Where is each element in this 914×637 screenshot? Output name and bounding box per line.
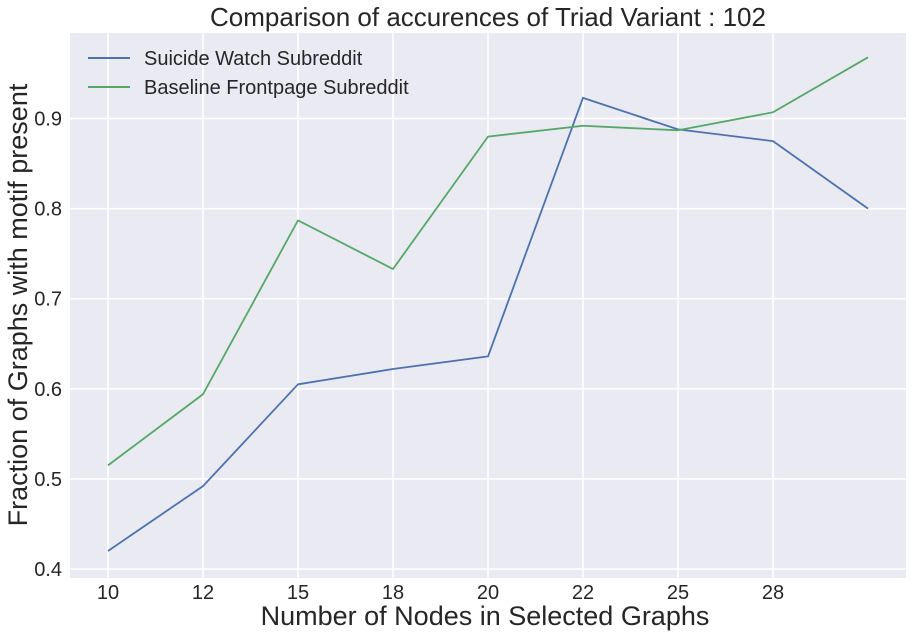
y-tick-label: 0.7 [34, 289, 62, 311]
y-tick-label: 0.9 [34, 109, 62, 131]
y-tick-label: 0.5 [34, 469, 62, 491]
y-tick-label: 0.4 [34, 559, 62, 581]
x-tick-label: 20 [477, 582, 499, 604]
legend-label-suicide-watch: Suicide Watch Subreddit [144, 48, 363, 70]
x-tick-label: 22 [572, 582, 594, 604]
series-line-1 [107, 56, 869, 467]
y-axis-title: Fraction of Graphs with motif present [3, 83, 33, 526]
y-axis-ticks: 0.4 0.5 0.6 0.7 0.8 0.9 [34, 109, 62, 581]
x-axis-ticks: 10 12 15 18 20 22 25 28 [97, 582, 784, 604]
x-tick-label: 28 [762, 582, 784, 604]
series-line-0 [107, 96, 869, 552]
x-tick-label: 18 [382, 582, 404, 604]
x-tick-label: 25 [667, 582, 689, 604]
x-tick-label: 12 [192, 582, 214, 604]
y-tick-label: 0.6 [34, 379, 62, 401]
series-lines [107, 56, 869, 552]
y-tick-label: 0.8 [34, 199, 62, 221]
chart-title: Comparison of accurences of Triad Varian… [210, 2, 766, 32]
x-tick-label: 10 [97, 582, 119, 604]
x-axis-title: Number of Nodes in Selected Graphs [261, 601, 710, 631]
legend: Suicide Watch Subreddit Baseline Frontpa… [88, 48, 409, 99]
legend-label-baseline-frontpage: Baseline Frontpage Subreddit [144, 77, 409, 99]
grid-lines [70, 33, 906, 578]
x-tick-label: 15 [287, 582, 309, 604]
